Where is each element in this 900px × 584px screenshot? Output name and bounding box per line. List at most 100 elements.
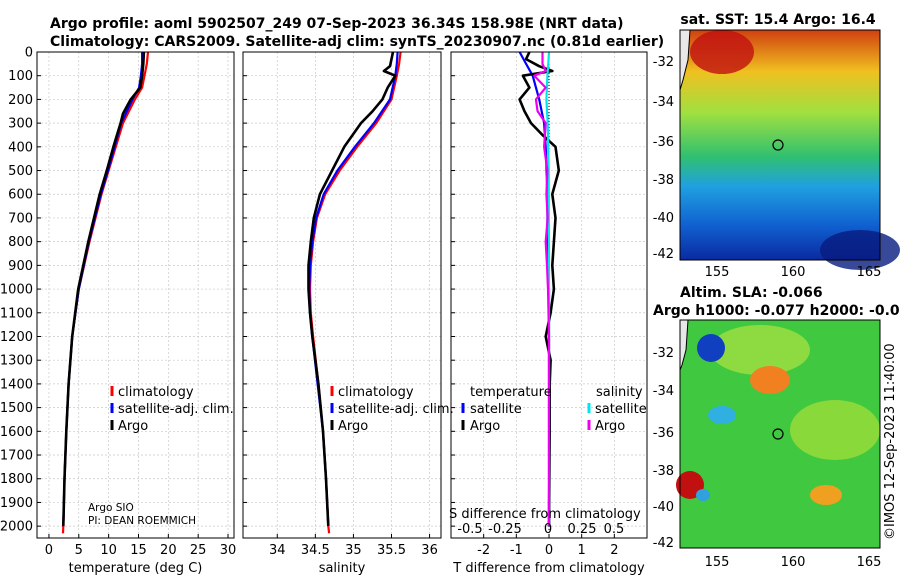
sst-map-xticks: 155 160 165 (705, 265, 882, 280)
s-tick-label: -0.5 (457, 522, 482, 537)
legend-s-argo-label: Argo (595, 419, 625, 434)
depth-tick-label: 1300 (0, 354, 33, 369)
x-tick-label: 34 (269, 543, 286, 558)
depth-tick-label: 1900 (0, 496, 33, 511)
plot-frame (36, 51, 235, 539)
grid (37, 51, 234, 538)
x-tick-label: 2 (610, 543, 618, 558)
legend-s-satellite-label: satellite (595, 402, 647, 417)
temperature-panel: 0100200300400500600700800900100011001200… (0, 46, 236, 577)
legend-climatology-label: climatology (338, 385, 414, 400)
x-tick-label: 35.5 (377, 543, 406, 558)
difference-legend: temperature salinity satellite Argo sate… (461, 385, 647, 434)
map-ytick-label: -32 (653, 346, 674, 361)
sla-low-patch (696, 489, 710, 501)
depth-tick-label: 1200 (0, 330, 33, 345)
x-axis-label: salinity (319, 561, 366, 576)
title-line-2: Climatology: CARS2009. Satellite-adj cli… (50, 34, 664, 50)
x-tick-label: -2 (477, 543, 490, 558)
sla-low-patch (708, 406, 736, 424)
depth-tick-label: 1500 (0, 401, 33, 416)
sla-map-frame (679, 319, 881, 549)
sst-map-frame (679, 29, 881, 261)
series-line-argo (62, 51, 146, 527)
depth-tick-label: 500 (8, 164, 33, 179)
legend-t-argo-label: Argo (470, 419, 500, 434)
plot-frame (450, 51, 648, 539)
map-xtick-label: 160 (781, 555, 806, 570)
map-ytick-label: -34 (653, 384, 674, 399)
series-line-argo (518, 51, 561, 527)
legend-t-satellite-label: satellite (470, 402, 522, 417)
depth-tick-label: 2000 (0, 520, 33, 535)
series-line-climatology (61, 51, 150, 534)
sst-warm-patch (690, 30, 754, 74)
x-tick-label: 34.5 (301, 543, 330, 558)
legend-climatology-label: climatology (118, 385, 194, 400)
plot-frame (242, 51, 442, 539)
sla-high-patch (810, 485, 842, 505)
x-tick-label: -1 (510, 543, 523, 558)
map-ytick-label: -38 (653, 464, 674, 479)
x-tick-label: 5 (75, 543, 83, 558)
depth-tick-label: 700 (8, 211, 33, 226)
series-line-magenta (533, 52, 551, 527)
x-tick-label: 36 (421, 543, 438, 558)
map-ytick-label: -36 (653, 426, 674, 441)
x-axis-label: temperature (deg C) (69, 561, 203, 576)
s-difference-ticks: -0.5 -0.25 0 0.25 0.5 (457, 522, 624, 537)
map-xtick-label: 165 (857, 555, 882, 570)
sla-high-patch (750, 366, 790, 394)
map-xtick-label: 155 (705, 265, 730, 280)
depth-tick-label: 1000 (0, 283, 33, 298)
x-tick-label: 15 (130, 543, 147, 558)
sla-patch (790, 400, 880, 460)
depth-tick-label: 1400 (0, 377, 33, 392)
difference-panel: -2 -1 0 1 2 T difference from climatology (450, 51, 648, 576)
legend-argo-label: Argo (118, 419, 148, 434)
s-tick-label: 0.25 (568, 522, 597, 537)
s-tick-label: 0.5 (604, 522, 625, 537)
sst-map-yticks: -32 -34 -36 -38 -40 -42 (653, 55, 674, 262)
map-ytick-label: -34 (653, 95, 674, 110)
sla-map-yticks: -32 -34 -36 -38 -40 -42 (653, 346, 674, 551)
series-line-argo (307, 51, 397, 527)
legend-satellite-label: satellite-adj. clim. (338, 402, 454, 417)
argo-institution: Argo SIO (88, 502, 134, 514)
x-tick-label: 20 (160, 543, 177, 558)
depth-tick-label: 900 (8, 259, 33, 274)
depth-tick-label: 1800 (0, 472, 33, 487)
x-tick-label: 30 (220, 543, 237, 558)
x-tick-label: 35 (345, 543, 362, 558)
map-ytick-label: -40 (653, 500, 674, 515)
map-ytick-label: -32 (653, 55, 674, 70)
legend-temperature-title: temperature (470, 385, 552, 400)
depth-tick-label: 300 (8, 117, 33, 132)
depth-tick-label: 200 (8, 93, 33, 108)
map-ytick-label: -40 (653, 211, 674, 226)
salinity-panel: 34 34.5 35 35.5 36 salinity (242, 51, 442, 576)
depth-tick-label: 600 (8, 188, 33, 203)
argo-pi: PI: DEAN ROEMMICH (88, 515, 196, 527)
grid (243, 51, 441, 538)
depth-tick-label: 1700 (0, 449, 33, 464)
legend-argo-label: Argo (338, 419, 368, 434)
x-tick-label: 10 (100, 543, 117, 558)
map-ytick-label: -42 (653, 536, 674, 551)
map-xtick-label: 155 (705, 555, 730, 570)
sla-patch (710, 325, 810, 375)
sst-map-title: sat. SST: 15.4 Argo: 16.4 (680, 12, 876, 28)
title-line-1: Argo profile: aoml 5902507_249 07-Sep-20… (50, 16, 624, 32)
sst-map (679, 29, 900, 270)
sla-low-patch (697, 334, 725, 362)
temperature-legend: climatology satellite-adj. clim. Argo (110, 385, 234, 434)
argo-location-marker (772, 139, 784, 151)
depth-tick-label: 1100 (0, 306, 33, 321)
x-tick-label: 0 (45, 543, 53, 558)
x-tick-label: 1 (578, 543, 586, 558)
depth-tick-label: 1600 (0, 425, 33, 440)
sla-map-subtitle: Argo h1000: -0.077 h2000: -0.083 (653, 303, 900, 319)
salinity-legend: climatology satellite-adj. clim. Argo (330, 385, 454, 434)
map-ytick-label: -36 (653, 135, 674, 150)
